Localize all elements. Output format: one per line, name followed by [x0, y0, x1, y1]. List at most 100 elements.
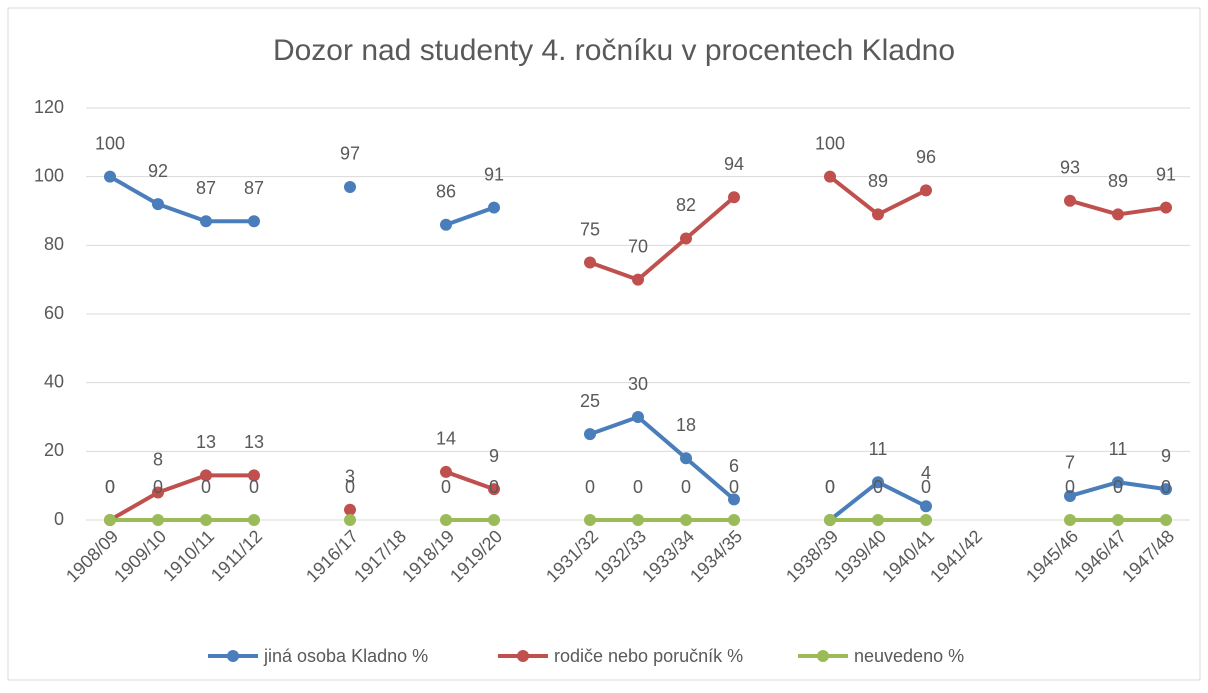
- data-label: 0: [1113, 477, 1123, 497]
- data-point: [200, 469, 212, 482]
- chart-border: [7, 7, 1201, 681]
- data-point: [1112, 208, 1124, 221]
- data-label: 89: [868, 171, 888, 191]
- data-point: [440, 465, 452, 478]
- data-label: 0: [489, 477, 499, 497]
- data-point: [1064, 194, 1076, 207]
- data-label: 70: [628, 236, 648, 256]
- data-label: 87: [244, 178, 264, 198]
- y-tick-label: 60: [44, 303, 64, 323]
- data-label: 86: [436, 181, 456, 201]
- data-label: 13: [196, 432, 216, 452]
- data-point: [872, 208, 884, 221]
- data-label: 91: [484, 164, 504, 184]
- legend-label: neuvedeno %: [854, 646, 964, 666]
- data-point: [1160, 514, 1172, 526]
- data-point: [920, 184, 932, 197]
- data-point: [248, 514, 260, 526]
- data-label: 87: [196, 178, 216, 198]
- data-point: [584, 514, 596, 526]
- data-label: 9: [489, 446, 499, 466]
- data-point: [584, 428, 596, 441]
- data-label: 92: [148, 161, 168, 181]
- data-label: 93: [1060, 157, 1080, 177]
- data-point: [344, 503, 356, 516]
- legend-marker: [817, 650, 829, 662]
- data-label: 4: [921, 463, 931, 483]
- data-point: [104, 514, 116, 526]
- data-point: [1112, 514, 1124, 526]
- y-tick-label: 20: [44, 440, 64, 460]
- data-label: 0: [201, 477, 211, 497]
- data-label: 0: [681, 477, 691, 497]
- data-point: [824, 170, 836, 183]
- data-label: 9: [1161, 446, 1171, 466]
- data-point: [632, 411, 644, 423]
- data-label: 8: [153, 449, 163, 469]
- data-point: [872, 476, 884, 489]
- data-label: 18: [676, 415, 696, 435]
- data-label: 0: [921, 477, 931, 497]
- data-point: [152, 198, 164, 211]
- data-label: 0: [105, 477, 115, 497]
- series-line: [109, 174, 1167, 522]
- data-label: 94: [724, 154, 744, 174]
- data-point: [488, 514, 500, 526]
- data-point: [200, 514, 212, 526]
- data-label: 100: [815, 133, 845, 153]
- y-tick-label: 80: [44, 234, 64, 254]
- data-point: [104, 170, 116, 183]
- y-tick-label: 40: [44, 371, 64, 391]
- data-point: [152, 486, 164, 499]
- data-point: [632, 273, 644, 286]
- y-tick-label: 120: [34, 97, 64, 117]
- data-point: [200, 215, 212, 228]
- data-point: [488, 201, 500, 214]
- data-point: [680, 452, 692, 465]
- data-label: 75: [580, 219, 600, 239]
- data-label: 0: [825, 477, 835, 497]
- data-point: [632, 514, 644, 526]
- data-label: 0: [1065, 477, 1075, 497]
- data-point: [1160, 201, 1172, 214]
- data-label: 25: [580, 391, 600, 411]
- data-label: 0: [585, 477, 595, 497]
- data-label: 82: [676, 195, 696, 215]
- data-point: [920, 514, 932, 526]
- data-point: [728, 493, 740, 506]
- chart-title: Dozor nad studenty 4. ročníku v procente…: [273, 34, 955, 67]
- data-point: [920, 500, 932, 513]
- data-label: 0: [633, 477, 643, 497]
- data-point: [872, 514, 884, 526]
- data-label: 7: [1065, 453, 1075, 473]
- legend-marker: [227, 650, 239, 662]
- data-label: 100: [95, 133, 125, 153]
- data-label: 13: [244, 432, 264, 452]
- data-label: 3: [345, 466, 355, 486]
- data-point: [728, 191, 740, 204]
- data-point: [680, 514, 692, 526]
- data-label: 0: [105, 477, 115, 497]
- data-point: [1112, 476, 1124, 489]
- data-point: [1064, 514, 1076, 526]
- data-label: 11: [869, 439, 888, 459]
- data-point: [824, 514, 836, 526]
- data-point: [584, 256, 596, 269]
- data-label: 0: [249, 477, 259, 497]
- data-label: 0: [873, 477, 883, 497]
- data-point: [248, 215, 260, 228]
- data-label: 6: [729, 456, 739, 476]
- data-label: 14: [436, 429, 456, 449]
- data-label: 89: [1108, 171, 1128, 191]
- data-label: 0: [825, 477, 835, 497]
- data-label: 97: [340, 144, 360, 164]
- data-label: 0: [1161, 477, 1171, 497]
- legend-marker: [517, 650, 529, 662]
- data-point: [440, 218, 452, 231]
- data-point: [152, 514, 164, 526]
- data-label: 0: [153, 477, 163, 497]
- y-tick-label: 0: [54, 509, 64, 529]
- data-label: 0: [729, 477, 739, 497]
- data-point: [1064, 489, 1076, 502]
